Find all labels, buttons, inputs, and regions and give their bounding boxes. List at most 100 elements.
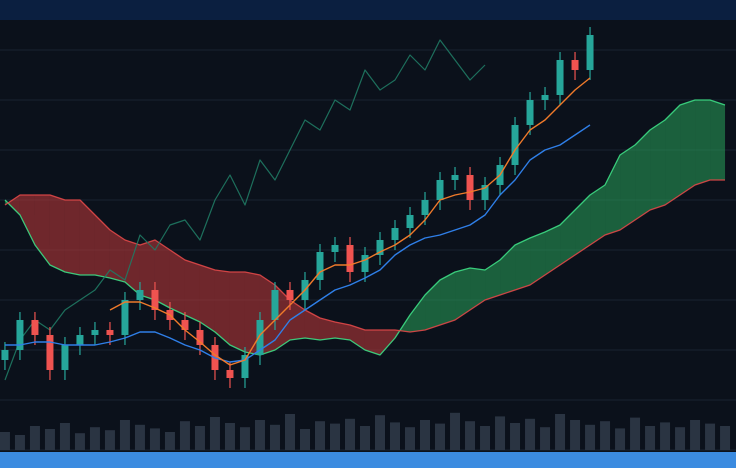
volume-bar <box>465 421 476 450</box>
cloud <box>364 330 381 355</box>
volume-bar <box>555 414 566 450</box>
candle-body <box>181 320 189 330</box>
candle-body <box>106 330 114 335</box>
candle-body <box>31 320 39 335</box>
cloud <box>485 260 501 300</box>
volume-bar <box>420 420 431 450</box>
volume-bar <box>74 433 85 450</box>
volume-bar <box>284 414 295 450</box>
candle-body <box>331 245 339 252</box>
cloud <box>19 195 35 245</box>
cloud <box>440 272 456 325</box>
plot-area <box>0 27 736 451</box>
volume-bar <box>164 432 175 450</box>
volume-bar <box>134 424 145 450</box>
cloud <box>64 200 80 275</box>
candle-body <box>76 335 84 345</box>
cloud <box>530 232 546 285</box>
cloud <box>410 295 426 332</box>
volume-bar <box>359 426 370 450</box>
cloud <box>560 210 576 265</box>
line <box>4 179 725 333</box>
cloud <box>214 270 230 345</box>
volume-bar <box>690 420 701 450</box>
line <box>4 39 486 381</box>
top-bar <box>0 0 736 20</box>
candle-body <box>391 228 399 240</box>
cloud <box>109 230 125 282</box>
volume-bar <box>224 423 235 450</box>
volume-bar <box>89 427 100 450</box>
candle-body <box>241 355 249 378</box>
volume-bar <box>615 428 626 450</box>
candle-body <box>511 125 519 165</box>
volume-bar <box>600 421 611 450</box>
cloud <box>229 272 245 352</box>
candle-body <box>406 215 414 228</box>
cloud <box>710 100 726 180</box>
volume-bar <box>525 418 536 450</box>
candle-body <box>256 320 264 355</box>
candle-body <box>316 252 324 280</box>
cloud <box>319 318 335 340</box>
volume-bar <box>269 424 280 450</box>
bottom-bar <box>0 452 736 468</box>
volume-bar <box>720 426 731 450</box>
candle-body <box>376 240 384 255</box>
volume-bar <box>209 417 220 450</box>
cloud <box>154 240 170 308</box>
volume-bar <box>405 427 416 450</box>
cloud <box>94 215 110 278</box>
cloud <box>380 330 396 355</box>
candle-body <box>16 320 24 350</box>
cloud <box>184 260 200 322</box>
cloud <box>470 268 486 310</box>
cloud <box>635 130 651 220</box>
candle-body <box>346 245 354 272</box>
volume-bar <box>705 423 716 450</box>
cloud <box>425 280 441 330</box>
volume-bar <box>660 422 671 450</box>
candle-body <box>196 330 204 345</box>
volume-bar <box>329 423 340 450</box>
cloud <box>34 195 50 265</box>
candle-body <box>271 290 279 320</box>
line <box>109 77 591 366</box>
cloud <box>199 265 215 332</box>
volume-bar <box>375 415 386 450</box>
candle-body <box>421 200 429 215</box>
cloud <box>169 250 185 315</box>
candle-body <box>556 60 564 95</box>
cloud <box>349 325 365 350</box>
volume-bar <box>390 422 401 450</box>
cloud <box>259 275 275 355</box>
candle-body <box>466 175 474 200</box>
volume-bar <box>299 429 310 450</box>
cloud <box>590 185 606 245</box>
volume-bar <box>570 420 581 450</box>
cloud <box>650 120 666 210</box>
candle-body <box>226 370 234 378</box>
candle-body <box>541 95 549 100</box>
cloud <box>455 268 471 320</box>
volume-bar <box>59 423 70 450</box>
cloud <box>500 245 516 295</box>
volume-bar <box>239 427 250 450</box>
cloud <box>304 310 320 340</box>
candle-body <box>586 35 594 70</box>
candle-body <box>91 330 99 335</box>
cloud <box>575 195 591 255</box>
cloud <box>665 105 681 205</box>
cloud <box>605 155 621 235</box>
volume-bar <box>0 432 10 450</box>
volume-bar <box>450 412 461 450</box>
volume-bar <box>149 428 160 450</box>
cloud <box>49 195 65 272</box>
volume-bar <box>645 426 656 450</box>
candle-body <box>481 185 489 200</box>
volume-bar <box>104 430 115 450</box>
volume-bar <box>314 421 325 450</box>
cloud <box>695 100 711 185</box>
